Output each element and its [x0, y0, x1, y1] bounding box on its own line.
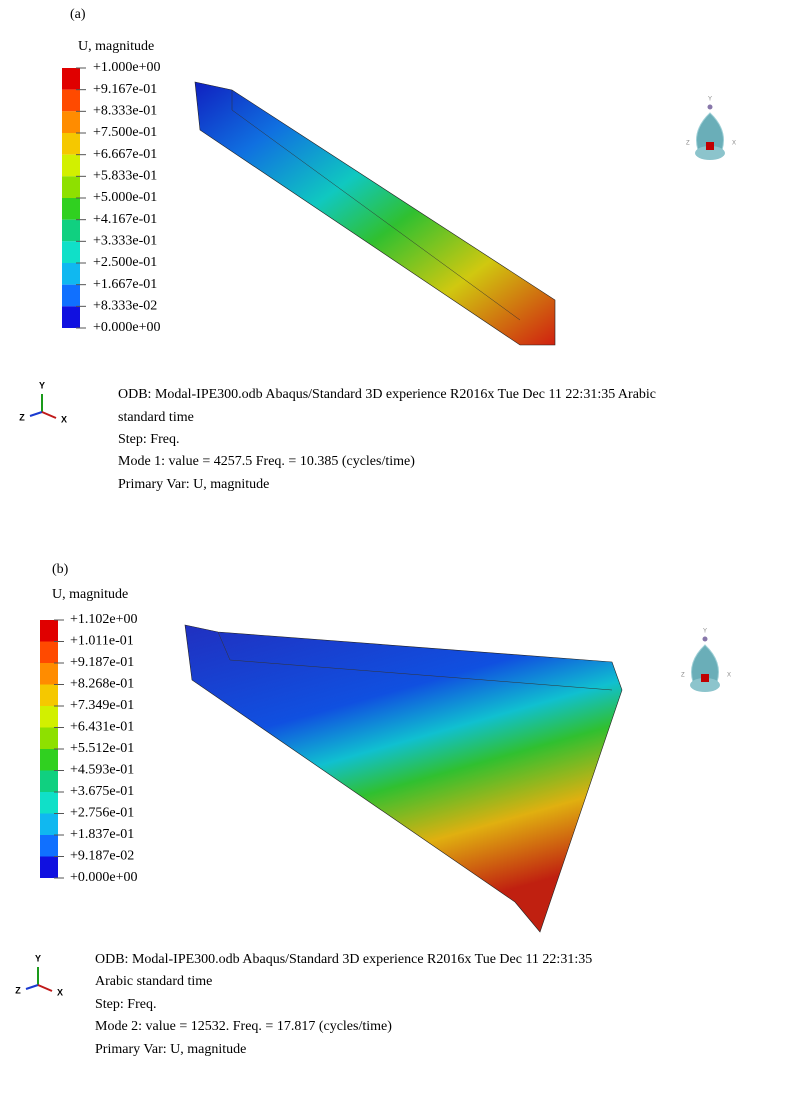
info-line: Primary Var: U, magnitude — [118, 477, 269, 492]
triad-x — [42, 412, 56, 418]
legend-label: +8.268e-01 — [70, 677, 134, 692]
legend-label: +3.675e-01 — [70, 784, 134, 799]
legend-band — [40, 771, 58, 793]
legend-label: +4.593e-01 — [70, 763, 134, 778]
legend-title: U, magnitude — [78, 39, 154, 54]
info-line: Mode 1: value = 4257.5 Freq. = 10.385 (c… — [118, 454, 415, 469]
info-line: ODB: Modal-IPE300.odb Abaqus/Standard 3D… — [95, 952, 592, 967]
view-axis: Z — [686, 141, 690, 147]
figure: (a) U, magnitude +1.000e+00 +9.167e-01 +8.33… — [0, 0, 812, 1089]
triad-x — [38, 985, 52, 991]
legend-band — [40, 792, 58, 814]
view-axis: Z — [681, 673, 685, 679]
triad-z — [26, 985, 38, 989]
panel-label: (b) — [52, 562, 69, 577]
triad-label: X — [57, 987, 63, 997]
legend-band — [62, 111, 80, 133]
legend-band — [40, 749, 58, 771]
legend-band — [62, 198, 80, 220]
legend-label: +7.349e-01 — [70, 698, 134, 713]
legend-label: +4.167e-01 — [93, 212, 157, 227]
legend-label: +1.667e-01 — [93, 277, 157, 292]
legend-band — [40, 685, 58, 707]
view-axis: Y — [708, 97, 712, 103]
legend-band — [40, 835, 58, 857]
legend-label: +5.833e-01 — [93, 169, 157, 184]
view-axis: X — [727, 673, 731, 679]
info-line: Arabic standard time — [95, 974, 212, 989]
legend-band — [40, 663, 58, 685]
legend-band — [62, 176, 80, 198]
info-line: Mode 2: value = 12532. Freq. = 17.817 (c… — [95, 1019, 392, 1034]
view-axis: Y — [703, 629, 707, 635]
info-line: Step: Freq. — [95, 997, 156, 1012]
legend-band — [40, 728, 58, 750]
legend-label: +9.187e-02 — [70, 849, 134, 864]
info-line: Step: Freq. — [118, 432, 179, 447]
legend-label: +1.011e-01 — [70, 634, 134, 649]
info-line: Primary Var: U, magnitude — [95, 1042, 246, 1057]
legend-label: +0.000e+00 — [93, 320, 161, 335]
legend-band — [40, 706, 58, 728]
triad-label: Y — [35, 953, 41, 963]
triad-z — [30, 412, 42, 416]
legend-label: +3.333e-01 — [93, 234, 157, 249]
triad-label: X — [61, 414, 67, 424]
legend-label: +9.187e-01 — [70, 655, 134, 670]
legend-label: +6.431e-01 — [70, 720, 134, 735]
triad-label: Z — [15, 985, 21, 995]
legend-band — [62, 241, 80, 263]
beam-b — [185, 625, 622, 932]
view-cube-marker — [701, 674, 709, 682]
legend-band — [62, 90, 80, 112]
legend-label: +5.512e-01 — [70, 741, 134, 756]
legend-band — [62, 285, 80, 307]
legend-band — [40, 620, 58, 642]
legend-band — [40, 814, 58, 836]
triad-label: Y — [39, 380, 45, 390]
legend-label: +8.333e-01 — [93, 104, 157, 119]
legend-label: +5.000e-01 — [93, 190, 157, 205]
legend-label: +1.837e-01 — [70, 827, 134, 842]
legend-band — [40, 642, 58, 664]
legend-band — [62, 68, 80, 90]
legend-label: +6.667e-01 — [93, 147, 157, 162]
legend-label: +0.000e+00 — [70, 870, 138, 885]
legend-label: +2.756e-01 — [70, 806, 134, 821]
info-line: standard time — [118, 410, 194, 425]
legend-band — [62, 263, 80, 285]
legend-label: +2.500e-01 — [93, 255, 157, 270]
legend-label: +8.333e-02 — [93, 299, 157, 314]
view-axis: X — [732, 141, 736, 147]
triad-label: Z — [19, 412, 25, 422]
view-cube-top — [708, 105, 713, 110]
legend-band — [62, 306, 80, 328]
legend-label: +1.000e+00 — [93, 60, 161, 75]
legend-label: +7.500e-01 — [93, 125, 157, 140]
legend-band — [62, 155, 80, 177]
view-cube-top — [703, 637, 708, 642]
legend-title: U, magnitude — [52, 587, 128, 602]
legend-label: +1.102e+00 — [70, 612, 138, 627]
beam-a — [195, 82, 555, 345]
info-line: ODB: Modal-IPE300.odb Abaqus/Standard 3D… — [118, 387, 656, 402]
view-cube-marker — [706, 142, 714, 150]
panel-label: (a) — [70, 7, 86, 22]
legend-label: +9.167e-01 — [93, 82, 157, 97]
legend-band — [62, 133, 80, 155]
legend-band — [62, 220, 80, 242]
legend-band — [40, 857, 58, 879]
